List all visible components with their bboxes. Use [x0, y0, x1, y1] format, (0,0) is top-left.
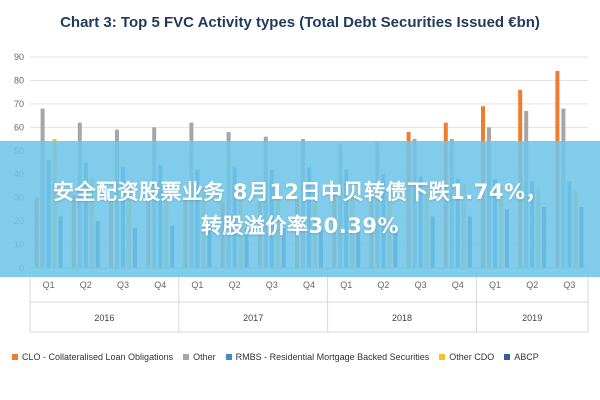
news-banner: 安全配资股票业务 8月12日中贝转债下跌1.74%， 转股溢价率30.39%: [0, 141, 600, 277]
chart-legend: CLO - Collateralised Loan Obligations Oth…: [12, 352, 592, 362]
legend-swatch: [12, 354, 18, 360]
legend-item: CLO - Collateralised Loan Obligations: [12, 352, 173, 362]
x-tick-label: Q1: [43, 280, 55, 290]
year-label: 2017: [243, 313, 263, 323]
legend-label: Other: [193, 352, 216, 362]
legend-swatch: [439, 354, 446, 360]
x-tick-label: Q3: [266, 280, 278, 290]
chart-title: Chart 3: Top 5 FVC Activity types (Total…: [60, 14, 540, 31]
banner-line-2: 转股溢价率30.39%: [201, 214, 399, 238]
legend-swatch: [183, 354, 190, 360]
legend-label: RMBS - Residential Mortgage Backed Secur…: [235, 352, 430, 362]
legend-item: ABCP: [504, 352, 539, 362]
x-tick-label: Q3: [563, 280, 575, 290]
x-tick-label: Q4: [452, 280, 464, 290]
y-tick-label: 80: [14, 75, 24, 85]
banner-line-1: 安全配资股票业务 8月12日中贝转债下跌1.74%，: [53, 180, 547, 204]
legend-swatch: [225, 354, 232, 360]
year-label: 2019: [522, 313, 542, 323]
x-tick-label: Q4: [303, 280, 315, 290]
x-tick-label: Q2: [80, 280, 92, 290]
x-tick-label: Q2: [377, 280, 389, 290]
y-tick-label: 60: [14, 122, 24, 132]
y-tick-label: 90: [14, 52, 24, 62]
x-tick-label: Q2: [229, 280, 241, 290]
year-label: 2016: [94, 313, 114, 323]
legend-item: RMBS - Residential Mortgage Backed Secur…: [225, 352, 430, 362]
year-label: 2018: [392, 313, 412, 323]
x-tick-label: Q1: [191, 280, 203, 290]
x-tick-label: Q1: [340, 280, 352, 290]
y-tick-label: 70: [14, 99, 24, 109]
x-tick-label: Q4: [154, 280, 166, 290]
legend-item: Other: [183, 352, 216, 362]
legend-label: Other CDO: [449, 352, 495, 362]
x-tick-label: Q1: [489, 280, 501, 290]
legend-label: ABCP: [514, 352, 539, 362]
legend-label: CLO - Collateralised Loan Obligations: [22, 352, 174, 362]
x-tick-label: Q3: [415, 280, 427, 290]
legend-swatch: [504, 354, 511, 360]
x-tick-label: Q2: [526, 280, 538, 290]
x-tick-label: Q3: [117, 280, 129, 290]
legend-item: Other CDO: [439, 352, 494, 362]
